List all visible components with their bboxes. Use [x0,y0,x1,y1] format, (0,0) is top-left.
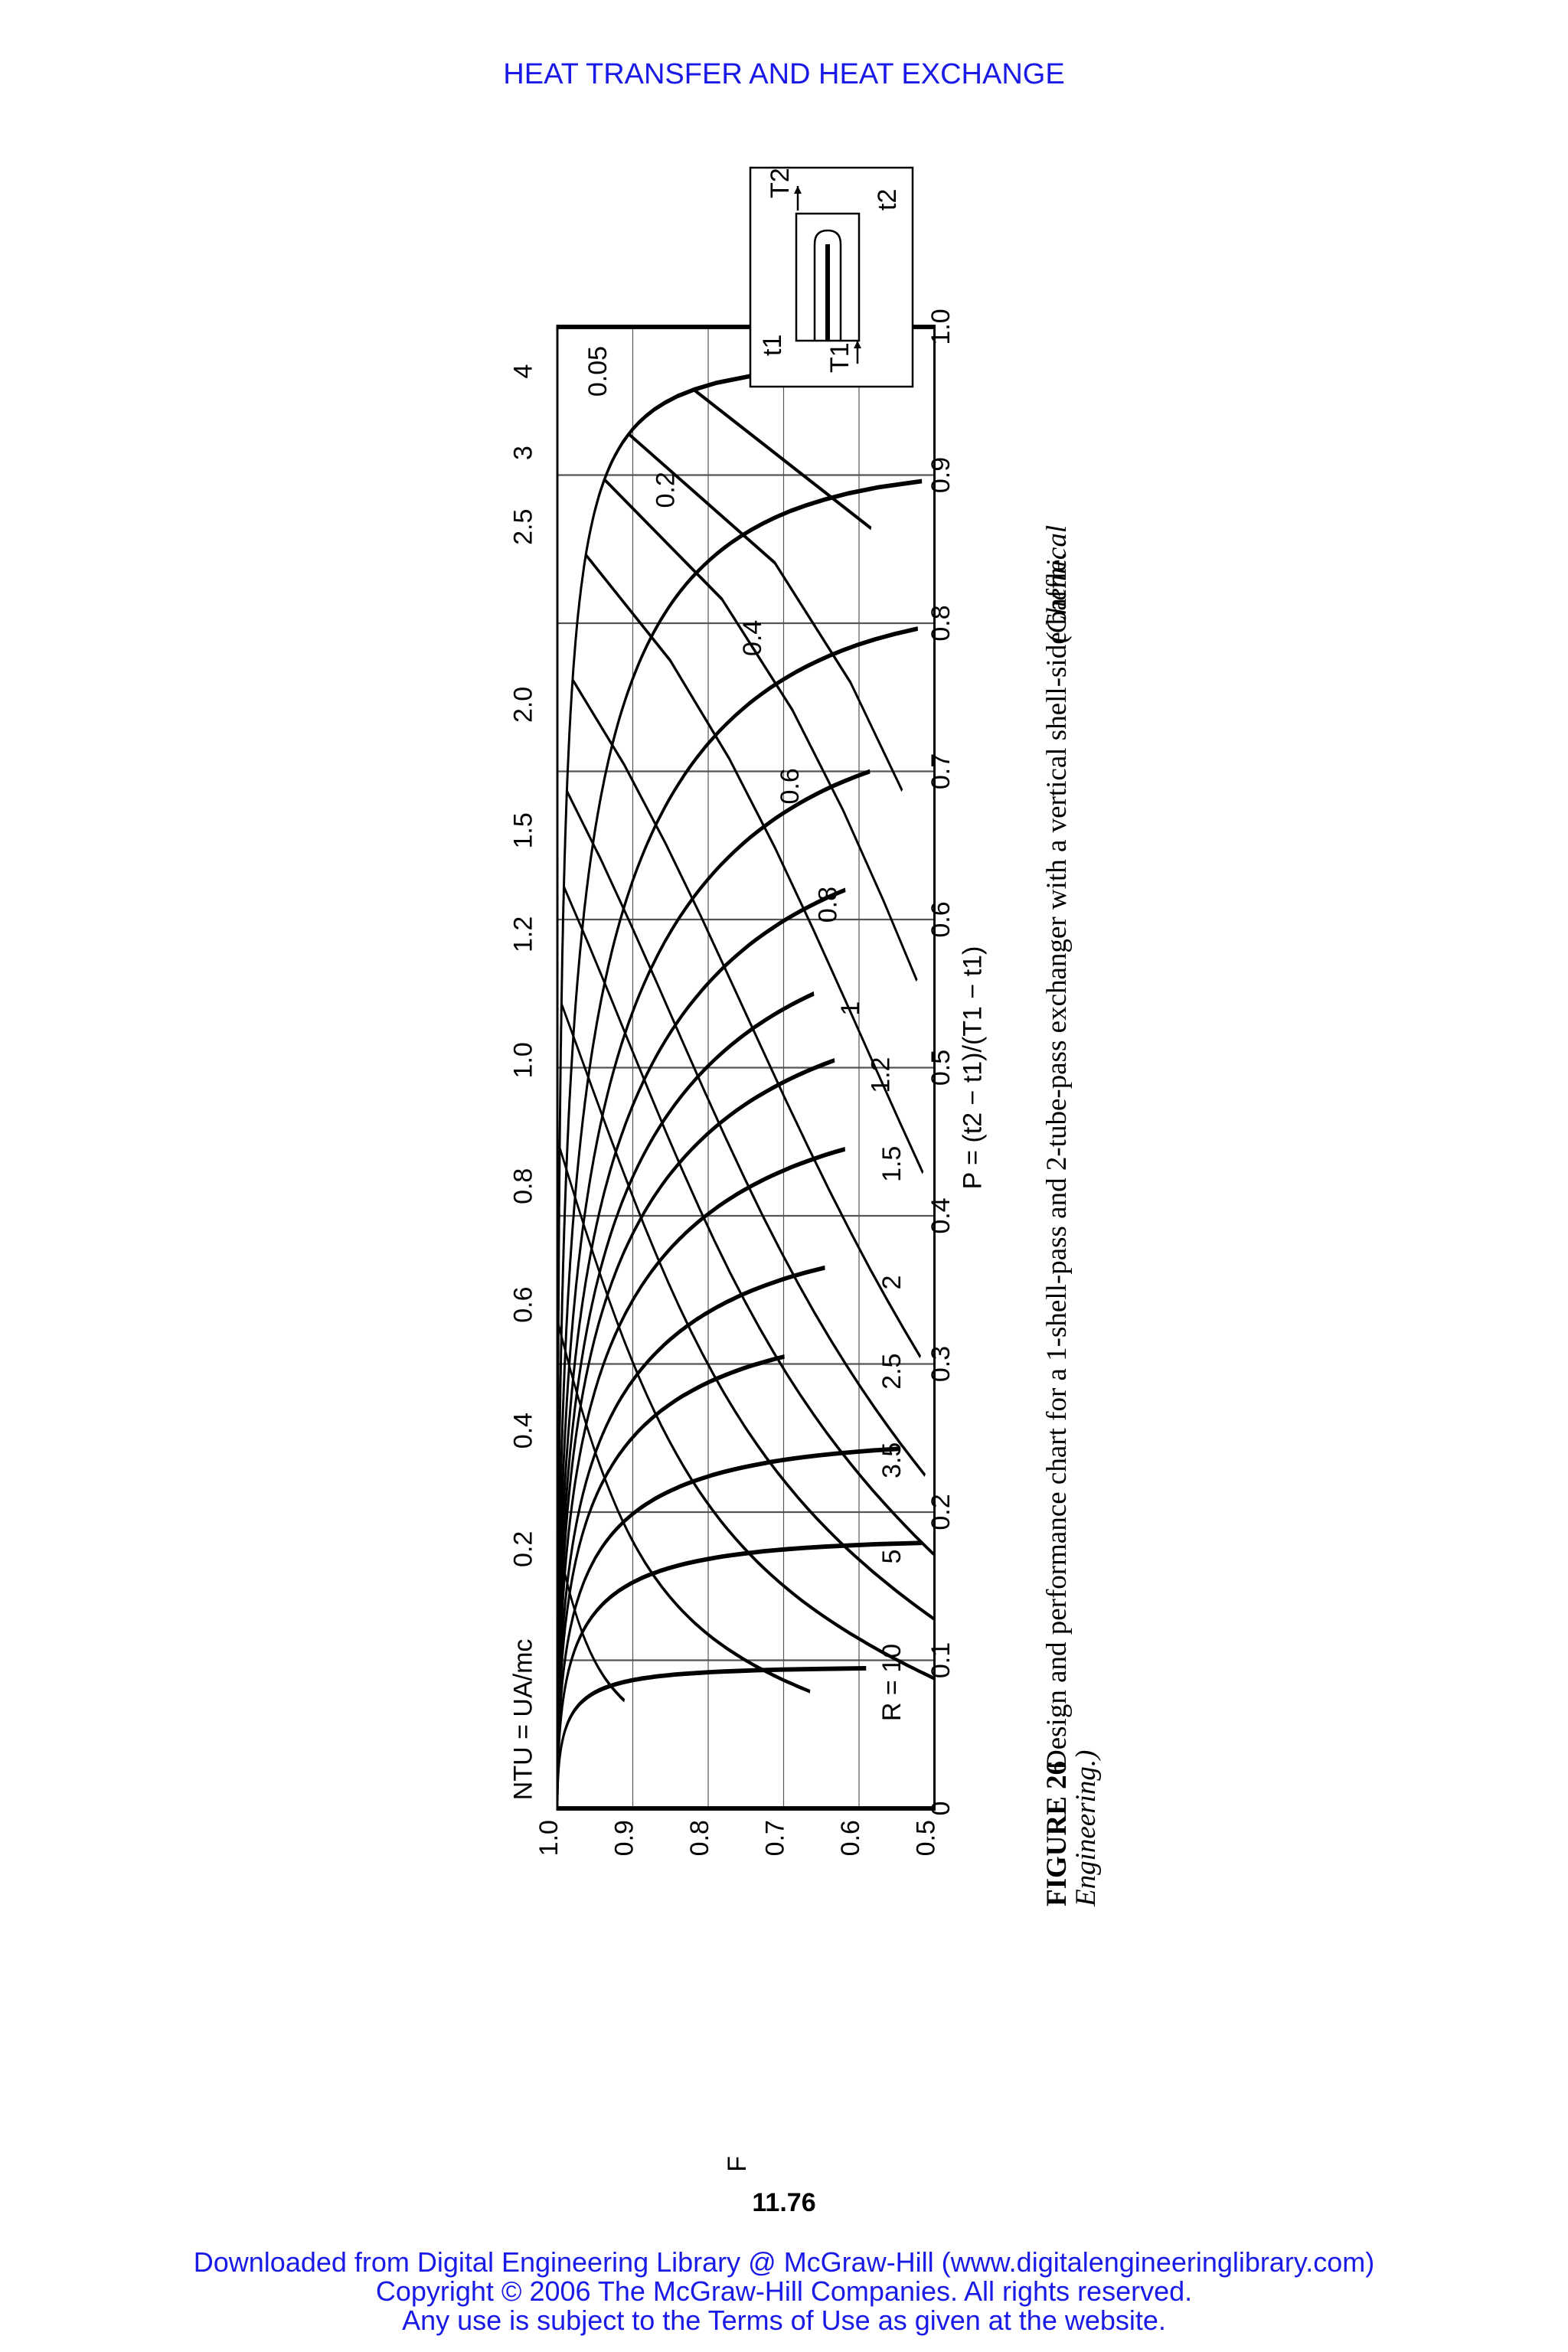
y-tick-label-1: 0.6 [836,1820,865,1856]
ntu-curve-7 [585,553,924,1174]
ntu-tick-label-7: 2.0 [509,687,538,723]
r-curve-6 [556,1057,835,1805]
y-axis-label: F [723,2156,752,2172]
ntu-curve-4 [563,885,934,1556]
footer-line-2: Copyright © 2006 The McGraw-Hill Compani… [375,2275,1193,2307]
r-label-4: 2 [877,1276,906,1290]
footer-line-1: Downloaded from Digital Engineering Libr… [193,2246,1375,2278]
r-label-12: 0.05 [583,346,612,397]
plot-group [556,325,936,1811]
y-tick-label-3: 0.8 [685,1820,714,1856]
inset-box [749,166,914,388]
r-curve-7 [556,991,815,1805]
ntu-tick-label-5: 1.2 [509,916,538,952]
figure-label: FIGURE 26 [1041,1761,1073,1906]
x-tick-label-5: 0.5 [926,1050,956,1086]
ntu-curve-3 [560,1002,934,1621]
r-curve-4 [556,1265,825,1806]
x-tick-label-0: 0 [926,1802,956,1816]
ntu-curve-8 [603,478,918,982]
page-number: 11.76 [752,2188,816,2217]
inset-arrowhead-in [854,341,861,348]
x-tick-label-2: 0.2 [926,1494,956,1530]
inset-tube-bundle [813,229,842,341]
y-tick-label-0: 0.5 [912,1820,941,1856]
ntu-tick-label-8: 2.5 [509,509,538,545]
x-tick-label-1: 0.1 [926,1642,956,1678]
x-tick-label-10: 1.0 [926,309,956,345]
r-curve-1 [556,1540,923,1808]
r-label-5: 1.5 [877,1146,906,1182]
ntu-tick-label-1: 0.4 [509,1413,538,1449]
x-tick-label-8: 0.8 [926,605,956,641]
inset-arrowhead-out [794,186,802,194]
ntu-tick-label-2: 0.6 [509,1286,538,1322]
r-label-0: R = 10 [877,1644,906,1721]
page-header: HEAT TRANSFER AND HEAT EXCHANGE [503,58,1065,90]
inset-T2-label: T2 [766,168,795,198]
r-label-8: 0.8 [813,887,842,923]
ntu-curves [557,387,935,1703]
y-tick-label-4: 0.9 [610,1820,639,1856]
r-curve-12 [556,368,806,1802]
plot-frame [556,325,936,1811]
y-tick-label-2: 0.7 [761,1820,790,1856]
r-curve-3 [556,1354,785,1807]
x-tick-label-9: 0.9 [926,457,956,493]
ntu-tick-label-0: 0.2 [509,1531,538,1567]
r-label-7: 1 [836,1001,865,1016]
figure-caption: Design and performance chart for a 1-she… [1041,552,1073,1770]
y-tick-label-5: 1.0 [534,1820,564,1856]
ntu-curve-5 [566,789,926,1478]
figure-source-1: (Chemical [1041,525,1073,643]
ntu-tick-label-4: 1.0 [509,1042,538,1078]
x-axis-label: P = (t2 − t1)/(T1 − t1) [959,946,988,1190]
ntu-axis-label: NTU = UA/mc [509,1639,538,1801]
r-label-2: 3.5 [877,1442,906,1478]
inset-diagram: T1 T2 t1 t2 [749,166,914,388]
r-curve-0 [556,1666,867,1808]
ntu-tick-label-10: 4 [509,364,538,379]
footer-line-3: Any use is subject to the Terms of Use a… [402,2305,1166,2336]
ntu-tick-label-3: 0.8 [509,1168,538,1204]
figure-source-2: Engineering.) [1070,1750,1102,1907]
r-label-10: 0.4 [738,620,767,656]
r-label-6: 1.2 [866,1057,895,1093]
inset-t1-label: t1 [758,335,787,356]
x-tick-label-6: 0.6 [926,901,956,937]
ntu-curve-2 [558,1146,935,1681]
ntu-tick-label-6: 1.5 [509,812,538,848]
r-curve-2 [556,1446,901,1807]
x-tick-label-3: 0.3 [926,1346,956,1382]
x-tick-label-7: 0.7 [926,753,956,789]
ntu-curve-9 [628,432,903,792]
ntu-curve-10 [693,387,872,531]
ntu-curve-6 [572,678,921,1359]
inset-T1-label: T1 [825,342,854,373]
ntu-tick-label-9: 3 [509,446,538,460]
inset-t2-label: t2 [873,189,902,211]
r-label-1: 5 [877,1550,906,1564]
r-label-9: 0.6 [776,768,805,804]
x-tick-label-4: 0.4 [926,1197,956,1233]
r-label-3: 2.5 [877,1354,906,1390]
ntu-curve-1 [557,1323,811,1694]
r-label-11: 0.2 [652,472,681,508]
